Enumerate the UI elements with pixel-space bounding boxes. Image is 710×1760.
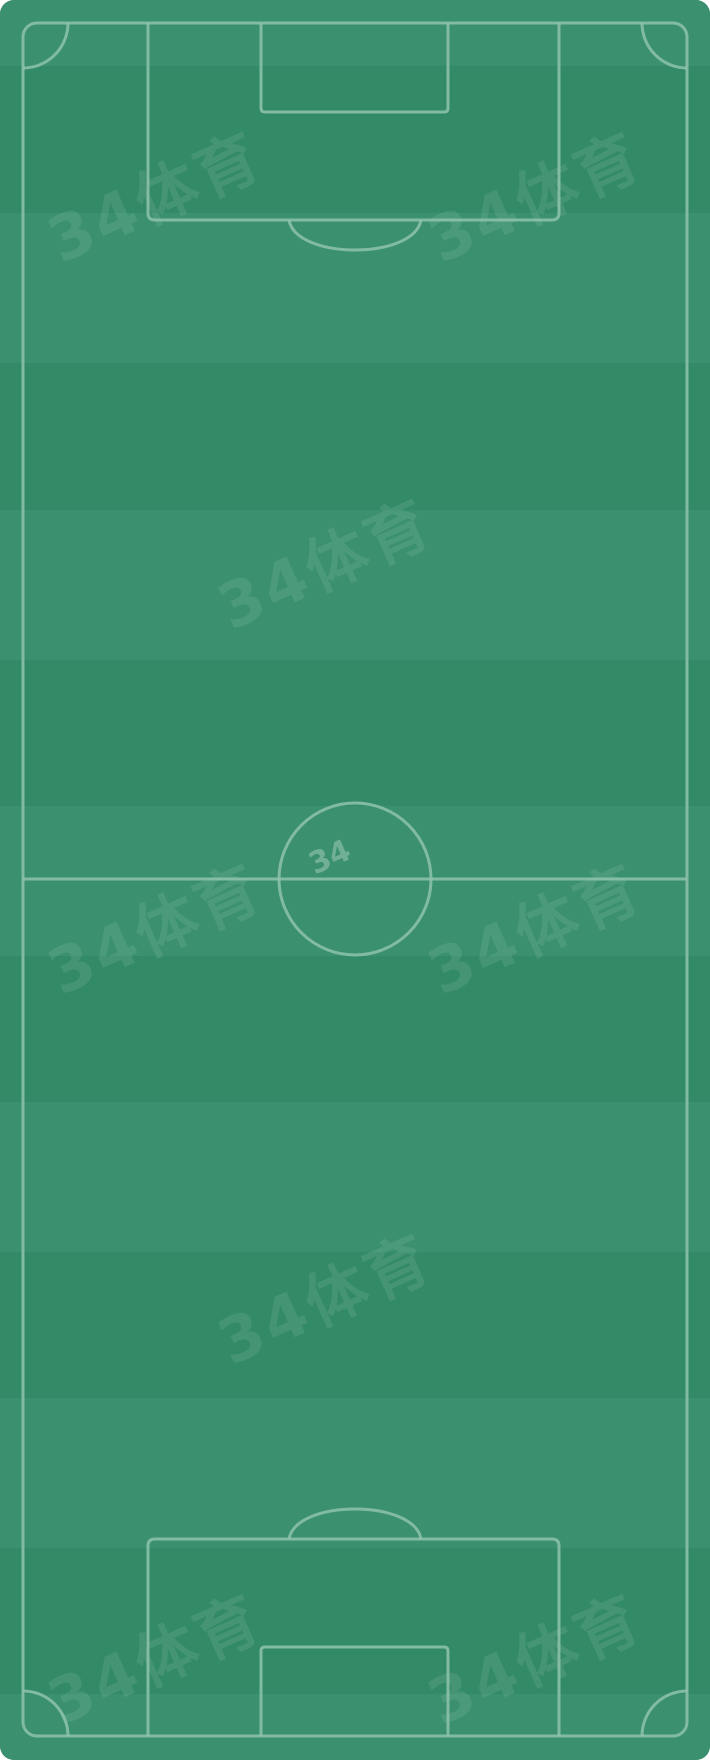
- top-penalty-arc: [287, 219, 423, 252]
- center-circle: [277, 801, 433, 957]
- grass-stripe: [0, 1694, 710, 1760]
- top-goal-area: [259, 23, 450, 114]
- corner-arc-top-left: [22, 22, 70, 70]
- corner-arc-bottom-right: [640, 1689, 688, 1737]
- bottom-goal-area: [259, 1645, 450, 1736]
- corner-arc-top-right: [640, 22, 688, 70]
- grass-stripe: [0, 510, 710, 660]
- grass-stripe: [0, 0, 710, 66]
- grass-stripe: [0, 1398, 710, 1548]
- grass-stripe: [0, 213, 710, 363]
- grass-stripe: [0, 1102, 710, 1252]
- corner-arc-bottom-left: [22, 1689, 70, 1737]
- grass-stripe: [0, 806, 710, 956]
- bottom-penalty-arc: [287, 1507, 423, 1540]
- top-penalty-area: [146, 23, 561, 222]
- bottom-penalty-area: [146, 1537, 561, 1736]
